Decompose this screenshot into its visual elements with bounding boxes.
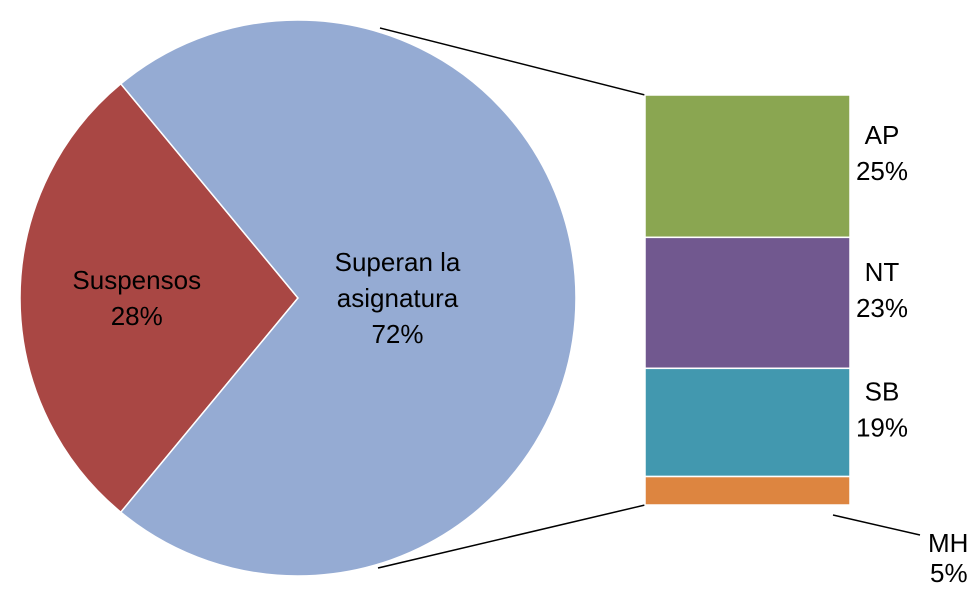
- bar-segment: [644, 367, 851, 478]
- bar-label: SB: [865, 376, 900, 406]
- pie-label: Superan la asignatura: [334, 247, 461, 313]
- pie-slice: [19, 82, 299, 514]
- pie-value-label: 28%: [110, 301, 163, 331]
- bar-value-label: 25%: [856, 156, 908, 186]
- bar-value-label: 5%: [930, 558, 968, 588]
- pie-value-label: 72%: [371, 319, 424, 349]
- connector-line: [377, 504, 646, 569]
- bar-label: AP: [865, 120, 900, 150]
- bar-segment: [644, 94, 851, 239]
- bar-value-label: 23%: [856, 293, 908, 323]
- bar-label: NT: [865, 257, 900, 287]
- bar-value-label: 19%: [856, 412, 908, 442]
- bar-label: MH: [928, 528, 968, 558]
- bar-segment: [644, 236, 851, 370]
- pie-label: Suspensos: [72, 265, 202, 295]
- pie-slice: [119, 19, 577, 577]
- connector-line: [379, 27, 646, 96]
- leader-line: [832, 514, 921, 536]
- bar-segment: [644, 475, 851, 506]
